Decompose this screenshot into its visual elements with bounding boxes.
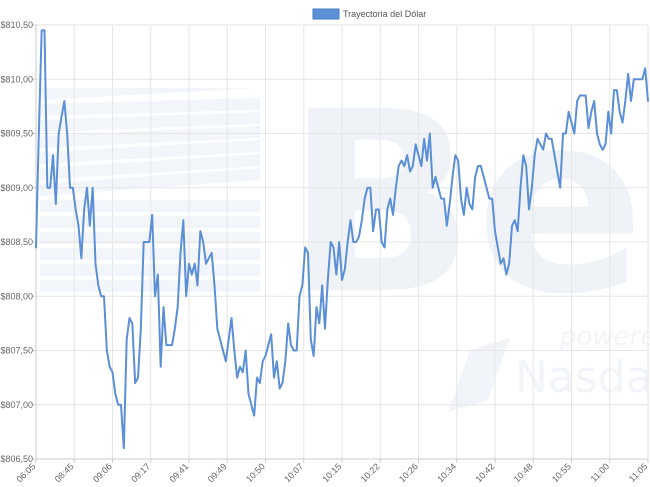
series-layer — [35, 29, 649, 450]
x-tick-label: 09:49 — [206, 461, 229, 484]
y-tick-label: $806,50 — [0, 454, 33, 464]
watermark-partner-text: Nasda — [515, 352, 650, 403]
y-tick-label: $810,00 — [0, 74, 33, 84]
x-axis-tick-labels: 06:05 08:45 09:06 09:17 09:41 09:49 10:50 10:07… — [14, 461, 649, 484]
y-tick-label: $808,00 — [0, 291, 33, 301]
watermark-nasdaq-logo-icon — [448, 338, 510, 412]
y-tick-label: $809,50 — [0, 129, 33, 139]
x-tick-label: 08:45 — [53, 461, 76, 484]
y-tick-label: $808,50 — [0, 237, 33, 247]
x-tick-label: 11:05 — [627, 461, 650, 484]
y-axis-tick-labels: $806,50 $807,00 $807,50 $808,00 $808,50 $809,… — [0, 20, 33, 464]
y-tick-label: $807,00 — [0, 400, 33, 410]
y-tick-label: $807,50 — [0, 346, 33, 356]
x-tick-label: 10:50 — [244, 461, 267, 484]
x-tick-label: 10:07 — [282, 461, 305, 484]
series-line — [35, 29, 649, 450]
x-tick-label: 10:22 — [359, 461, 382, 484]
x-tick-label: 09:06 — [91, 461, 114, 484]
x-tick-label: 10:48 — [512, 461, 535, 484]
watermark-brand-text: Bec — [285, 58, 650, 349]
y-tick-label: $809,00 — [0, 183, 33, 193]
legend[interactable]: Trayectoria del Dólar — [312, 8, 426, 20]
watermark: Bec powered Nasda — [40, 58, 650, 412]
x-tick-label: 10:55 — [550, 461, 573, 484]
x-tick-label: 10:26 — [397, 461, 420, 484]
watermark-powered-text: powered — [559, 322, 650, 352]
x-tick-label: 06:05 — [14, 461, 37, 484]
legend-label[interactable]: Trayectoria del Dólar — [343, 9, 426, 19]
x-tick-label: 11:00 — [589, 461, 612, 484]
y-tick-label: $810,50 — [0, 20, 33, 30]
x-tick-label: 09:17 — [129, 461, 152, 484]
x-tick-label: 09:41 — [167, 461, 190, 484]
grid-lines — [35, 24, 649, 460]
x-tick-label: 10:15 — [320, 461, 343, 484]
legend-swatch[interactable] — [312, 8, 340, 20]
x-tick-label: 10:34 — [435, 461, 458, 484]
x-tick-label: 10:42 — [473, 461, 496, 484]
